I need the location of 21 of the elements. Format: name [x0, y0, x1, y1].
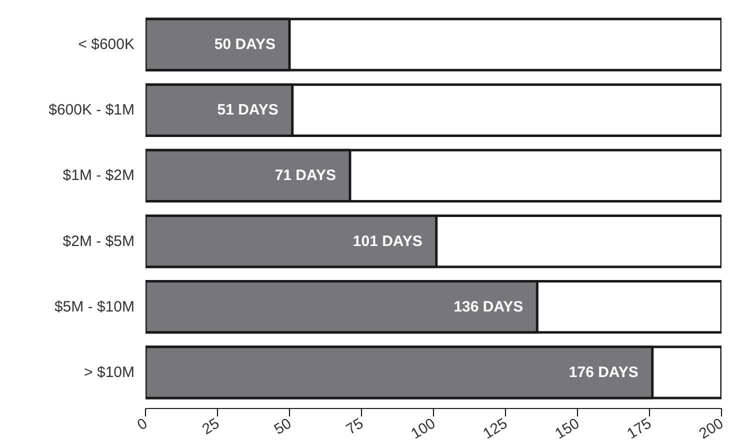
- x-tick-label: 175: [624, 415, 654, 443]
- y-tick-label: $1M - $2M: [62, 167, 135, 184]
- data-label: 51 DAYS: [217, 102, 278, 119]
- data-label: 101 DAYS: [352, 232, 422, 250]
- y-tick-label: $5M - $10M: [54, 298, 135, 316]
- x-tick-label: 150: [552, 415, 582, 443]
- y-tick-label: > $10M: [84, 364, 135, 381]
- x-tick-label: 75: [343, 415, 366, 438]
- x-tick-label: 25: [199, 415, 222, 438]
- data-label: 176 DAYS: [568, 364, 638, 381]
- x-tick-label: 125: [480, 415, 510, 443]
- x-tick-label: 50: [271, 415, 294, 438]
- y-tick-label: $600K - $1M: [48, 102, 135, 119]
- x-tick-label: 0: [134, 415, 150, 434]
- y-tick-label: < $600K: [78, 36, 135, 54]
- data-label: 50 DAYS: [214, 36, 276, 54]
- x-tick-label: 200: [696, 415, 726, 443]
- y-tick-label: $2M - $5M: [62, 232, 135, 250]
- data-label: 136 DAYS: [454, 298, 524, 316]
- data-label: 71 DAYS: [274, 167, 336, 184]
- x-tick-label: 100: [408, 415, 438, 443]
